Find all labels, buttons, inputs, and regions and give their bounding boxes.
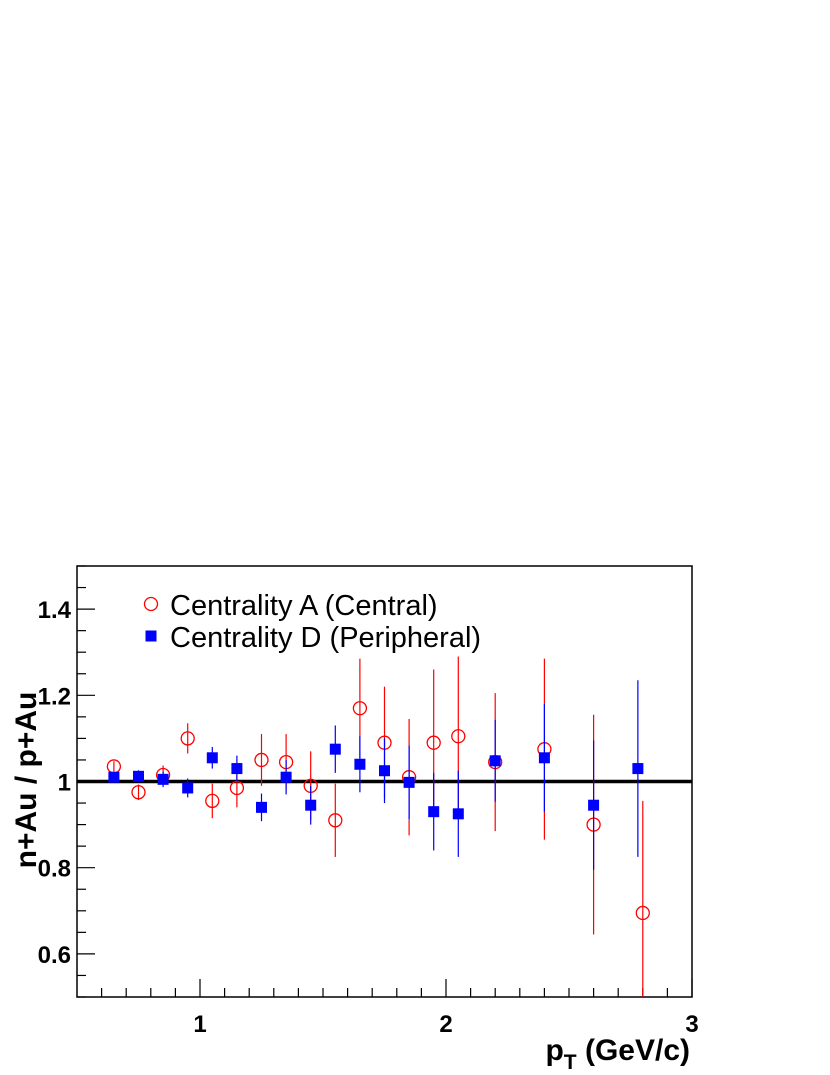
legend-label: Centrality A (Central) [170,590,438,622]
data-point-square [588,799,600,811]
x-axis-label: pT (GeV/c) [545,1034,690,1074]
series-centrality-a [106,656,650,997]
x-axis-label-unit: (GeV/c) [577,1034,690,1067]
data-point-circle [635,905,650,921]
y-tick-label: 1.4 [38,597,72,624]
legend-marker-square [145,630,157,642]
data-point-square [231,763,243,775]
data-point-circle [426,735,441,750]
y-tick-label: 0.6 [38,942,71,969]
data-point-square [379,765,390,777]
data-point-circle [352,701,368,716]
x-tick-label: 2 [439,1011,452,1038]
data-point-square [428,806,440,818]
y-axis-label: n+Au / p+Au [10,692,43,869]
data-point-square [256,801,267,813]
data-point-square [452,808,464,820]
series-centrality-d [108,680,644,870]
y-tick-label: 1.2 [38,683,71,710]
data-point-square [403,776,415,788]
x-axis-label-sub: T [564,1051,577,1074]
legend-label: Centrality D (Peripheral) [170,622,481,654]
data-point-square [354,758,366,770]
data-point-circle [328,813,343,828]
x-tick-label: 3 [685,1011,698,1038]
data-point-square [133,770,144,782]
legend: Centrality A (Central)Centrality D (Peri… [143,590,481,654]
data-point-square [538,752,550,764]
data-point-square [632,763,644,775]
data-point-circle [254,752,269,768]
data-point-square [305,799,317,811]
data-point-circle [451,729,466,744]
data-point-circle [180,731,195,746]
y-tick-label: 1 [58,770,71,797]
data-point-square [157,773,169,785]
y-tick-label: 0.8 [38,856,71,883]
data-point-circle [131,785,146,800]
axis-labels-group: n+Au / p+Au pT (GeV/c) [10,692,690,1074]
plot-frame-group: 1 2 3 0.6 0.8 1 1.2 1.4 [38,565,699,1038]
series-group [106,656,650,997]
data-point-circle [205,793,220,809]
x-tick-label: 1 [193,1011,206,1038]
data-point-square [206,752,218,764]
legend-marker-circle [143,596,159,612]
data-point-square [329,743,341,755]
data-point-square [108,771,120,783]
data-point-square [182,782,194,794]
data-point-square [489,755,501,767]
data-point-square [280,771,292,783]
x-axis-label-main: p [545,1034,563,1067]
